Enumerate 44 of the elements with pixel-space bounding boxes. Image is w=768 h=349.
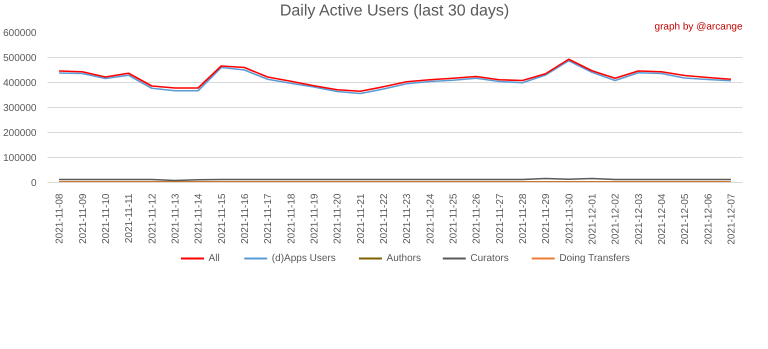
x-tick-label: 2021-11-11 [124,193,136,244]
x-tick-label: 2021-12-06 [703,193,714,245]
y-tick-label: 200000 [3,128,37,139]
x-tick-label: 2021-12-04 [656,193,668,245]
annotation: graph by @arcange [654,22,743,32]
x-tick-label: 2021-11-09 [78,193,89,244]
x-tick-label: 2021-11-27 [494,193,506,244]
x-tick-label: 2021-12-03 [634,193,645,245]
legend-label: Doing Transfers [559,253,630,264]
y-tick-label: 600000 [3,28,37,39]
x-tick-label: 2021-11-10 [100,193,112,244]
chart-title: Daily Active Users (last 30 days) [280,2,510,20]
x-tick-label: 2021-11-20 [332,193,344,244]
x-tick-label: 2021-12-02 [610,193,622,245]
y-tick-label: 400000 [3,78,37,89]
x-tick-label: 2021-11-25 [448,193,460,244]
x-tick-label: 2021-11-30 [564,193,576,244]
y-tick-label: 300000 [3,103,37,114]
legend-label: Authors [386,253,421,264]
x-tick-label: 2021-11-12 [147,193,158,244]
legend-label: (d)Apps Users [272,253,336,264]
x-tick-label: 2021-12-07 [726,193,738,245]
x-tick-label: 2021-11-13 [170,193,182,244]
y-tick-label: 100000 [3,153,37,164]
x-tick-label: 2021-11-24 [425,193,436,244]
x-tick-label: 2021-11-29 [541,193,552,244]
x-tick-label: 2021-11-18 [286,193,298,244]
x-tick-label: 2021-11-15 [216,193,228,244]
x-tick-label: 2021-12-01 [587,193,598,245]
x-tick-label: 2021-12-05 [680,193,692,245]
x-tick-label: 2021-11-23 [402,193,414,244]
x-tick-label: 2021-11-17 [263,193,274,244]
x-tick-label: 2021-11-26 [472,193,483,244]
y-tick-label: 0 [30,178,37,189]
x-tick-label: 2021-11-22 [378,193,390,244]
legend-label: All [208,253,220,264]
y-tick-label: 500000 [3,53,37,64]
x-tick-label: 2021-11-14 [194,193,205,244]
x-tick-label: 2021-11-28 [518,193,529,244]
legend-label: Curators [470,253,509,264]
x-tick-label: 2021-11-08 [54,193,66,244]
x-tick-label: 2021-11-16 [240,193,251,244]
x-tick-label: 2021-11-19 [309,193,320,244]
x-tick-label: 2021-11-21 [356,193,367,244]
